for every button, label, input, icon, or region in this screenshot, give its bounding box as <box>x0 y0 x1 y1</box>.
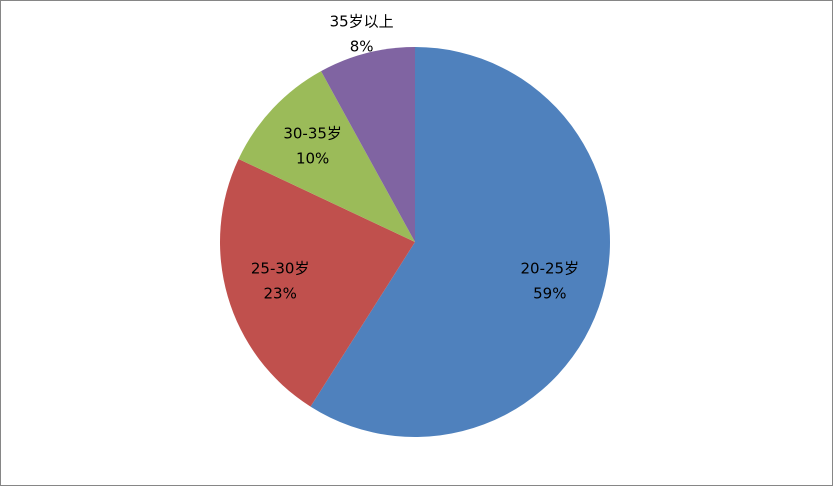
slice-category-label: 35岁以上 <box>330 13 394 31</box>
slice-value-label: 8% <box>350 38 374 56</box>
slice-value-label: 10% <box>296 149 329 167</box>
pie-slice <box>220 158 415 407</box>
slice-category-label: 30-35岁 <box>283 124 342 142</box>
slice-category-label: 20-25岁 <box>521 260 580 278</box>
slice-value-label: 23% <box>264 285 297 303</box>
pie-slice <box>238 71 415 242</box>
pie-slice <box>310 47 610 438</box>
pie-slice <box>321 47 415 242</box>
slice-category-label: 25-30岁 <box>251 260 310 278</box>
slice-value-label: 59% <box>533 285 566 303</box>
